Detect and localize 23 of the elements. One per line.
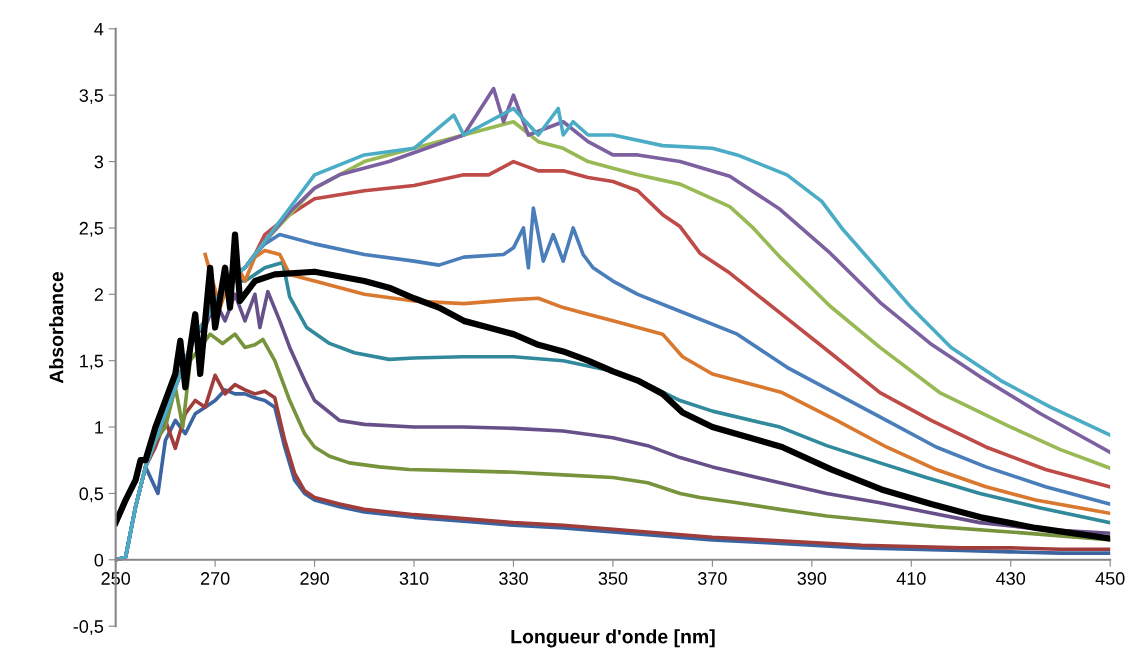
- y-tick-label: 1,5: [80, 354, 104, 370]
- y-tick-label: 3: [94, 155, 104, 169]
- y-tick-label: 4: [94, 22, 104, 36]
- y-tick-label: -0,5: [73, 620, 104, 636]
- y-tick-label: 2,5: [79, 221, 104, 237]
- y-tick-label: 3,5: [79, 89, 104, 105]
- x-tick-label: 450: [1095, 572, 1125, 585]
- y-tick-label: 0,5: [79, 487, 104, 503]
- x-tick-label: 250: [101, 572, 131, 585]
- x-tick-label: 330: [499, 572, 528, 585]
- x-tick-label: 270: [200, 572, 230, 585]
- x-tick-label: 390: [797, 572, 827, 585]
- x-tick-label: 350: [598, 572, 628, 585]
- x-tick-label: 430: [996, 572, 1026, 585]
- x-tick-label: 290: [300, 572, 329, 585]
- x-tick-label: 370: [698, 572, 727, 585]
- x-tick-label: 310: [399, 572, 429, 585]
- y-tick-label: 1: [95, 421, 103, 434]
- y-tick-label: 2: [94, 288, 103, 301]
- y-tick-label: 0: [94, 553, 104, 567]
- x-tick-label: 410: [896, 572, 926, 585]
- x-axis-title: Longueur d'onde [nm]: [511, 629, 715, 648]
- y-axis-title: Absorbance: [49, 271, 64, 384]
